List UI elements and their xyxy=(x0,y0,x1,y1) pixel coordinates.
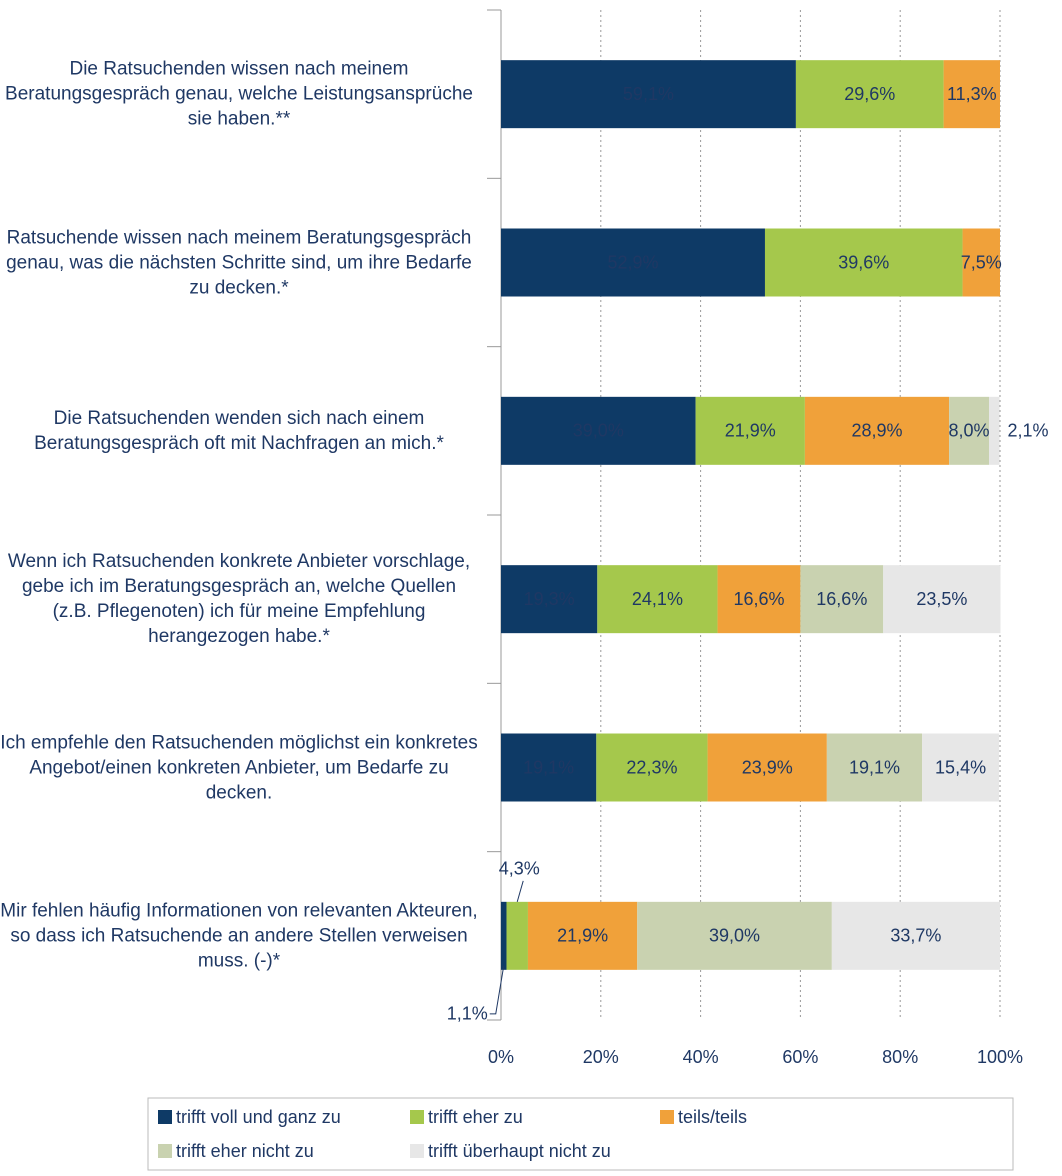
value-label: 11,3% xyxy=(947,84,997,104)
bar-segment xyxy=(637,901,832,970)
legend-box xyxy=(147,1097,1014,1171)
legend-label: trifft eher nicht zu xyxy=(176,1141,314,1161)
legend-label: teils/teils xyxy=(678,1107,747,1127)
value-label: 22,3% xyxy=(626,757,677,777)
category-label: Ratsuchende wissen nach meinem Beratungs… xyxy=(6,227,472,298)
value-label: 39,0% xyxy=(709,926,760,946)
category-label: Wenn ich Ratsuchenden konkrete Anbieter … xyxy=(7,551,471,648)
value-label: 19,1% xyxy=(849,757,900,777)
bar-segment xyxy=(764,228,963,297)
bar-segment xyxy=(831,901,1000,970)
bar-segment xyxy=(795,60,944,129)
legend-swatch xyxy=(410,1144,424,1158)
bar-segment xyxy=(989,396,1000,465)
bar-segment xyxy=(596,733,708,802)
bar-segment xyxy=(949,396,990,465)
value-label: 21,9% xyxy=(725,421,776,441)
bar-segment xyxy=(501,60,796,129)
x-tick-label: 60% xyxy=(782,1047,818,1067)
value-label: 2,1% xyxy=(1008,421,1049,441)
value-label: 23,9% xyxy=(742,757,793,777)
bar-segment xyxy=(501,565,598,634)
x-tick-label: 0% xyxy=(488,1047,514,1067)
bar-segment xyxy=(527,901,638,970)
bar-segment xyxy=(506,901,528,970)
bar-segment xyxy=(883,565,1001,634)
bar-segment xyxy=(922,733,1000,802)
legend-label: trifft eher zu xyxy=(428,1107,523,1127)
category-label: Die Ratsuchenden wenden sich nach einem … xyxy=(34,407,444,454)
bar-segment xyxy=(695,396,805,465)
value-label: 28,9% xyxy=(851,421,902,441)
value-label: 1,1% xyxy=(447,1004,488,1024)
legend-label: trifft voll und ganz zu xyxy=(176,1107,341,1127)
legend-swatch xyxy=(158,1144,172,1158)
value-label: 52,9% xyxy=(607,252,658,272)
value-label: 59,1% xyxy=(623,84,674,104)
x-tick-label: 100% xyxy=(977,1047,1023,1067)
legend-swatch xyxy=(660,1110,674,1124)
value-label: 39,0% xyxy=(573,421,624,441)
leader-line xyxy=(516,880,524,902)
legend-swatch xyxy=(158,1110,172,1124)
value-label: 39,6% xyxy=(838,252,889,272)
category-label: Mir fehlen häufig Informationen von rele… xyxy=(0,900,478,972)
bar-segment xyxy=(943,60,1000,129)
category-label: Die Ratsuchenden wissen nach meinem Bera… xyxy=(5,58,473,130)
bar-segment xyxy=(717,565,801,634)
value-label: 19,3% xyxy=(524,589,575,609)
bar-segment xyxy=(707,733,827,802)
bar-segment xyxy=(804,396,950,465)
value-label: 21,9% xyxy=(557,926,608,946)
x-tick-label: 40% xyxy=(683,1047,719,1067)
value-label: 24,1% xyxy=(632,589,683,609)
legend-swatch xyxy=(410,1110,424,1124)
value-label: 15,4% xyxy=(935,757,986,777)
value-label: 16,6% xyxy=(816,589,867,609)
bar-segment xyxy=(501,733,597,802)
value-label: 7,5% xyxy=(961,252,1002,272)
category-label: Ich empfehle den Ratsuchenden möglichst … xyxy=(0,732,478,803)
leader-line xyxy=(489,965,505,1015)
bar-segment xyxy=(501,228,765,297)
bar-segment xyxy=(962,228,1000,297)
value-label: 4,3% xyxy=(499,859,540,879)
value-label: 23,5% xyxy=(916,589,967,609)
value-label: 16,6% xyxy=(733,589,784,609)
value-label: 8,0% xyxy=(949,421,990,441)
bar-segment xyxy=(826,733,923,802)
value-label: 29,6% xyxy=(844,84,895,104)
bar-segment xyxy=(800,565,884,634)
x-tick-label: 20% xyxy=(583,1047,619,1067)
legend-label: trifft überhaupt nicht zu xyxy=(428,1141,611,1161)
bar-segment xyxy=(501,396,696,465)
bar-segment xyxy=(501,901,507,970)
x-tick-label: 80% xyxy=(882,1047,918,1067)
value-label: 19,1% xyxy=(523,757,574,777)
bar-segment xyxy=(597,565,718,634)
value-label: 33,7% xyxy=(890,926,941,946)
